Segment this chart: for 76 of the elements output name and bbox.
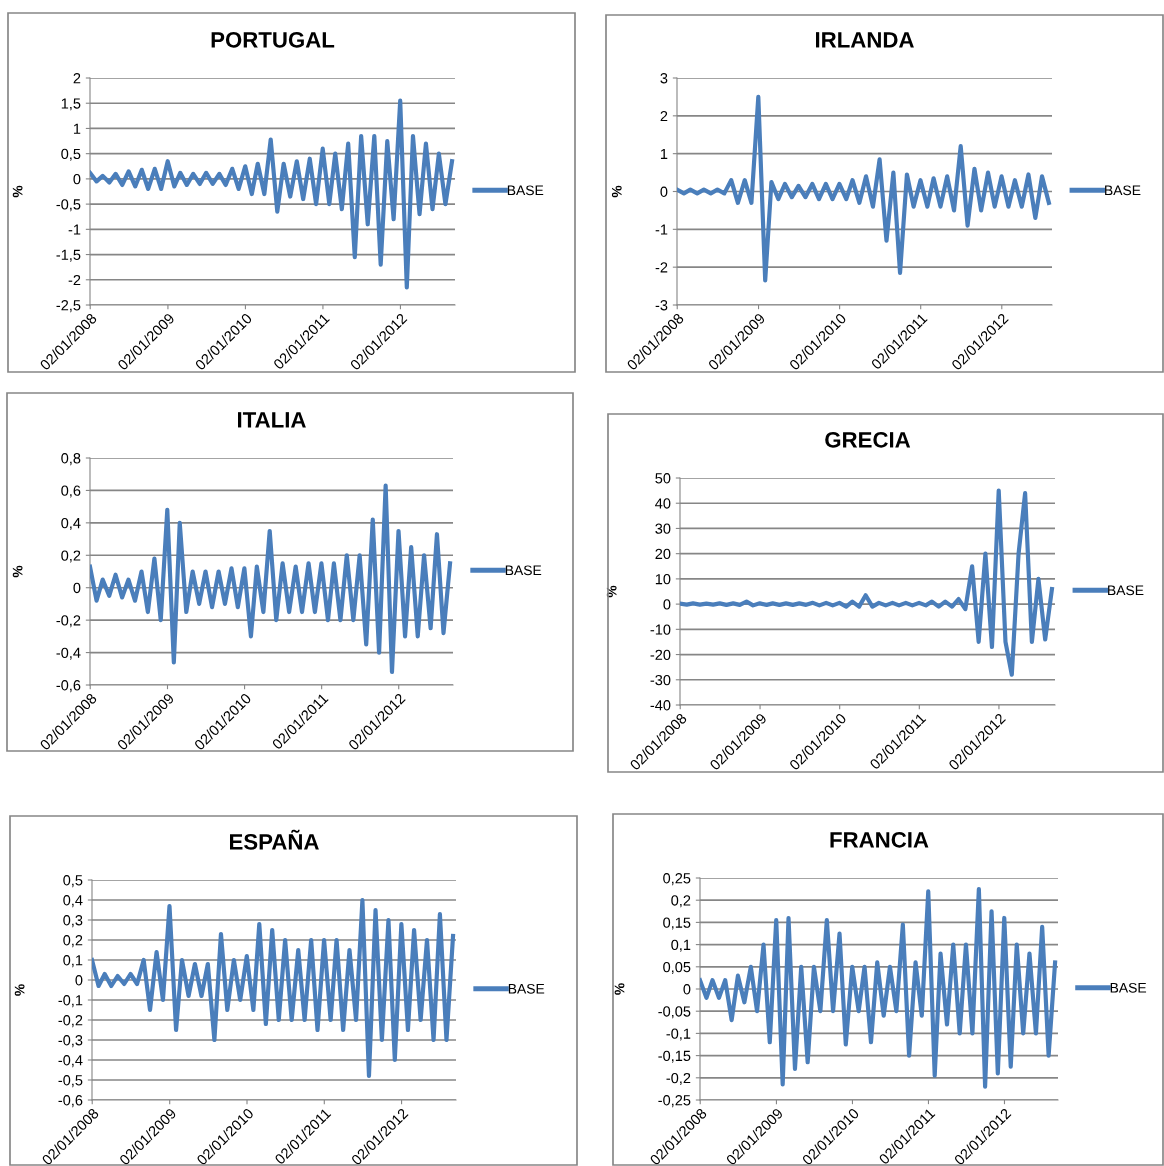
y-tick-label: 0 (75, 975, 83, 986)
y-tick-label: -0,4 (58, 1055, 83, 1068)
y-tick-label: -0,6 (56, 680, 81, 693)
chart-title: ITALIA (238, 412, 306, 428)
y-tick-label: 0,8 (61, 453, 81, 466)
y-tick-label: 2 (73, 73, 81, 84)
y-tick-label: -1 (68, 224, 81, 235)
y-tick-label: 0 (663, 599, 671, 610)
y-tick-label: -0,05 (658, 1006, 691, 1019)
y-axis-title: % (611, 185, 622, 198)
y-tick-label: 0,2 (63, 935, 83, 948)
y-axis-title: % (12, 185, 23, 198)
chart-title: ESPAÑA (230, 829, 319, 850)
y-tick-label: 0,1 (63, 955, 83, 968)
y-tick-label: 0,15 (663, 917, 691, 930)
y-tick-label: -0,2 (58, 1015, 83, 1028)
y-tick-label: -0,2 (56, 615, 81, 628)
y-tick-label: 20 (655, 548, 671, 560)
y-tick-label: 0,05 (663, 961, 691, 974)
y-tick-label: 0,3 (63, 915, 83, 928)
y-tick-label: 10 (655, 573, 671, 585)
y-tick-label: -0,1 (58, 995, 83, 1008)
y-tick-label: -3 (655, 300, 668, 311)
y-tick-label: 2 (660, 110, 668, 122)
legend-label: BASE (1110, 982, 1147, 993)
y-tick-label: 0,4 (61, 517, 81, 531)
y-tick-label: 1 (660, 148, 668, 159)
y-axis-title: % (606, 585, 617, 598)
y-tick-label: -30 (650, 674, 671, 686)
y-tick-label: -0,4 (56, 647, 81, 660)
y-tick-label: 0,1 (671, 939, 691, 952)
y-tick-label: 0,2 (61, 550, 81, 563)
y-tick-label: 0 (73, 582, 81, 594)
y-tick-label: 0,25 (663, 873, 691, 886)
y-axis-title: % (12, 565, 23, 578)
y-tick-label: -0,15 (658, 1050, 691, 1063)
y-tick-label: -40 (650, 700, 671, 711)
y-tick-label: 0,4 (63, 895, 83, 908)
y-tick-label: 1,5 (61, 98, 81, 111)
y-tick-label: 0 (683, 984, 691, 995)
legend-label: BASE (1108, 585, 1144, 596)
chart-title: FRANCIA (830, 831, 929, 848)
chart-title: GRECIA (825, 431, 911, 448)
y-tick-label: -0,3 (58, 1035, 83, 1048)
y-tick-label: 0,6 (61, 485, 81, 498)
y-tick-label: -0,5 (58, 1075, 83, 1088)
y-tick-label: 0 (660, 186, 668, 197)
legend-label: BASE (505, 565, 542, 576)
y-tick-label: -1 (655, 224, 668, 235)
y-tick-label: -2 (655, 262, 668, 273)
y-axis-title: % (614, 983, 625, 995)
y-tick-label: 0 (73, 173, 81, 185)
chart-title: IRLANDA (815, 32, 914, 48)
y-tick-label: -20 (650, 649, 671, 660)
legend-label: BASE (1105, 185, 1141, 196)
y-tick-label: 40 (655, 498, 671, 509)
y-tick-label: 1 (73, 123, 81, 134)
y-tick-label: 0,5 (63, 875, 83, 888)
y-tick-label: 3 (660, 73, 668, 84)
y-tick-label: -0,2 (666, 1072, 691, 1085)
y-tick-label: -10 (650, 624, 671, 635)
y-tick-label: -2,5 (56, 300, 81, 313)
y-axis-title: % (14, 984, 25, 996)
y-tick-label: -0,1 (666, 1028, 691, 1041)
chart-title: PORTUGAL (211, 31, 335, 48)
y-tick-label: -0,5 (56, 199, 81, 212)
y-tick-label: -1,5 (56, 249, 81, 262)
y-tick-label: -0,25 (658, 1095, 691, 1108)
y-tick-label: 0,2 (671, 895, 691, 908)
y-tick-label: 30 (655, 523, 671, 534)
legend-label: BASE (508, 983, 545, 994)
y-tick-label: 50 (655, 473, 671, 484)
y-tick-label: 0,5 (61, 148, 81, 161)
y-tick-label: -0,6 (58, 1095, 83, 1108)
y-tick-label: -2 (68, 274, 81, 286)
legend-label: BASE (507, 185, 544, 196)
